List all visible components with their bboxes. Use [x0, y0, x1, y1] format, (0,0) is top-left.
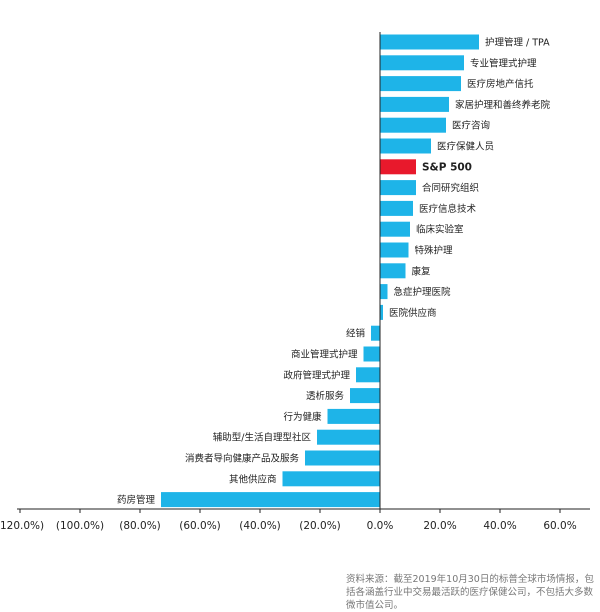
bar-10: [380, 242, 409, 258]
bar-1: [380, 55, 464, 71]
category-label-1: 专业管理式护理: [470, 57, 537, 69]
category-label-17: 透析服务: [306, 390, 345, 402]
bar-8: [380, 200, 413, 216]
bar-0: [380, 34, 479, 50]
category-label-8: 医疗信息技术: [419, 203, 477, 215]
category-label-4: 医疗咨询: [452, 120, 490, 132]
bar-15: [363, 346, 380, 362]
bar-22: [161, 492, 380, 508]
x-tick-label-8: 40.0%: [483, 520, 516, 532]
x-tick-label-7: 20.0%: [423, 520, 456, 532]
category-label-6: S&P 500: [422, 161, 472, 173]
category-label-22: 药房管理: [117, 494, 156, 506]
bar-14: [371, 325, 380, 341]
source-note: 资料来源：截至2019年10月30日的标普全球市场情报，包括各涵盖行业中交易最活…: [346, 574, 594, 611]
category-label-3: 家居护理和善终养老院: [455, 99, 551, 111]
category-label-15: 商业管理式护理: [291, 349, 358, 361]
category-label-21: 其他供应商: [229, 473, 277, 485]
bar-4: [380, 117, 446, 133]
bar-13: [380, 304, 383, 320]
bar-2: [380, 76, 461, 92]
x-tick-label-2: (80.0%): [119, 520, 161, 532]
category-label-14: 经销: [346, 328, 366, 340]
category-label-16: 政府管理式护理: [283, 369, 350, 381]
x-tick-label-1: (100.0%): [56, 520, 104, 532]
x-tick-label-9: 60.0%: [543, 520, 576, 532]
bar-12: [380, 284, 388, 300]
bar-18: [327, 408, 380, 424]
category-label-2: 医疗房地产信托: [467, 78, 534, 90]
category-label-7: 合同研究组织: [422, 182, 479, 194]
bar-11: [380, 263, 406, 279]
bar-9: [380, 221, 410, 237]
category-label-0: 护理管理 / TPA: [485, 37, 550, 49]
bar-5: [380, 138, 431, 154]
x-tick-label-5: (20.0%): [299, 520, 341, 532]
category-label-20: 消费者导向健康产品及服务: [185, 453, 300, 465]
x-tick-label-6: 0.0%: [367, 520, 394, 532]
category-label-12: 急症护理医院: [394, 286, 452, 298]
x-tick-label-3: (60.0%): [179, 520, 221, 532]
category-label-19: 辅助型/生活自理型社区: [213, 432, 312, 444]
bar-3: [380, 96, 449, 112]
bar-21: [282, 471, 380, 487]
category-label-9: 临床实验室: [416, 224, 464, 236]
bar-17: [350, 388, 380, 404]
bar-20: [305, 450, 380, 466]
category-label-5: 医疗保健人员: [437, 141, 494, 153]
bar-19: [317, 429, 380, 445]
x-tick-label-4: (40.0%): [239, 520, 281, 532]
bar-7: [380, 180, 416, 196]
bar-16: [356, 367, 380, 383]
bar-6: [380, 159, 416, 175]
category-label-13: 医院供应商: [389, 307, 437, 319]
category-label-10: 特殊护理: [415, 245, 454, 257]
category-label-18: 行为健康: [283, 411, 322, 423]
x-tick-label-0: (120.0%): [0, 520, 44, 532]
category-label-11: 康复: [412, 265, 432, 277]
